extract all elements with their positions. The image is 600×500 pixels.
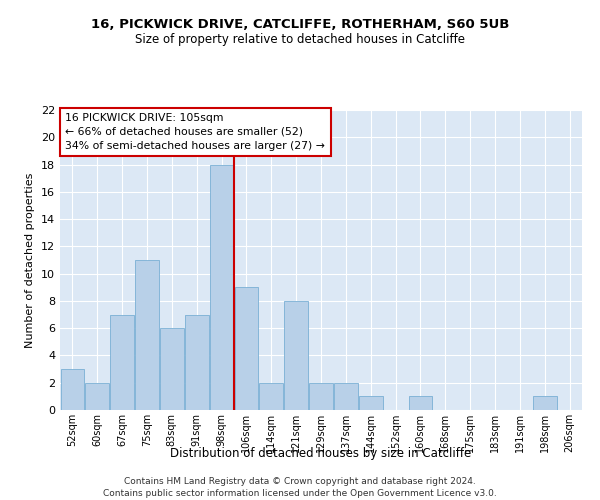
Text: Contains HM Land Registry data © Crown copyright and database right 2024.: Contains HM Land Registry data © Crown c… — [124, 478, 476, 486]
Bar — [409, 396, 432, 410]
Text: 16 PICKWICK DRIVE: 105sqm
← 66% of detached houses are smaller (52)
34% of semi-: 16 PICKWICK DRIVE: 105sqm ← 66% of detac… — [65, 113, 325, 151]
Bar — [160, 328, 184, 410]
Bar — [135, 260, 159, 410]
Bar — [235, 288, 258, 410]
Bar — [309, 382, 333, 410]
Bar — [284, 301, 308, 410]
Bar — [210, 164, 233, 410]
Text: 16, PICKWICK DRIVE, CATCLIFFE, ROTHERHAM, S60 5UB: 16, PICKWICK DRIVE, CATCLIFFE, ROTHERHAM… — [91, 18, 509, 30]
Bar — [110, 314, 134, 410]
Bar — [359, 396, 383, 410]
Text: Contains public sector information licensed under the Open Government Licence v3: Contains public sector information licen… — [103, 489, 497, 498]
Bar — [85, 382, 109, 410]
Bar — [334, 382, 358, 410]
Text: Distribution of detached houses by size in Catcliffe: Distribution of detached houses by size … — [170, 448, 472, 460]
Bar — [259, 382, 283, 410]
Y-axis label: Number of detached properties: Number of detached properties — [25, 172, 35, 348]
Bar — [533, 396, 557, 410]
Text: Size of property relative to detached houses in Catcliffe: Size of property relative to detached ho… — [135, 32, 465, 46]
Bar — [61, 369, 84, 410]
Bar — [185, 314, 209, 410]
